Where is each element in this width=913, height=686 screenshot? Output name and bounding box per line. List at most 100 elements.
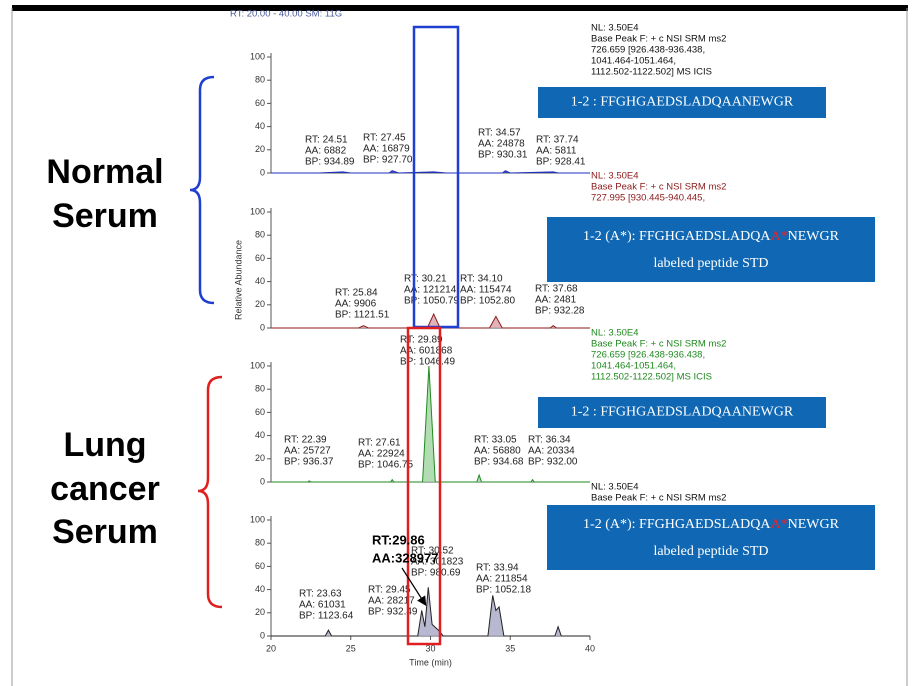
trace-header: NL: 3.50E4	[591, 328, 639, 339]
peak-label: AA: 301823	[411, 557, 464, 568]
trace-header: 1041.464-1051.464,	[591, 56, 676, 67]
y-tick-label: 40	[255, 276, 265, 286]
x-tick-label: 25	[346, 643, 356, 653]
banner-text: 1-2 (A*): FFGHGAEDSLADQAA*NEWGR	[583, 229, 840, 244]
y-tick-label: 20	[255, 299, 265, 309]
trace	[271, 312, 590, 329]
y-tick-label: 40	[255, 584, 265, 594]
peak-label: BP: 936.37	[284, 457, 334, 468]
y-tick-label: 60	[255, 253, 265, 263]
x-axis-label: Time (min)	[409, 657, 452, 667]
x-tick-label: 30	[425, 643, 435, 653]
x-tick-label: 20	[266, 643, 276, 653]
peak-label: RT: 34.57	[478, 128, 521, 139]
peak-label: AA: 28217	[368, 596, 415, 607]
banner-part: NEWGR	[788, 517, 840, 532]
trace-area	[271, 314, 590, 328]
peak-label: AA: 5811	[536, 146, 577, 157]
peak-label: BP: 1123.64	[299, 611, 354, 622]
peak-label: BP: 1052.18	[476, 585, 531, 596]
trace-header: 726.659 [926.438-936.438,	[591, 45, 705, 56]
peak-label: BP: 928.41	[536, 157, 586, 168]
y-tick-label: 20	[255, 607, 265, 617]
banner	[547, 217, 875, 282]
trace-header: Base Peak F: + c NSI SRM ms2	[591, 34, 726, 45]
trace	[271, 365, 590, 483]
trace-header: NL: 3.50E4	[591, 171, 639, 182]
banner	[538, 397, 826, 428]
peak-label: AA: 115474	[460, 285, 512, 296]
y-axis-label: Relative Abundance	[233, 240, 243, 320]
peak-label: RT: 24.51	[305, 135, 348, 146]
x-tick-label: 40	[585, 643, 595, 653]
peak-label: RT: 27.61	[358, 438, 401, 449]
y-tick-label: 100	[250, 51, 265, 61]
peak-label: AA: 20334	[528, 446, 575, 457]
peak-label: RT: 37.74	[536, 135, 579, 146]
banner-part: A*	[771, 517, 788, 532]
y-tick-label: 80	[255, 538, 265, 548]
trace-header: NL: 3.50E4	[591, 482, 639, 493]
peak-label: AA: 9906	[335, 299, 377, 310]
y-tick-label: 0	[260, 167, 265, 177]
banner-part: 1-2 : FFGHGAEDSLADQAANEWGR	[571, 405, 794, 420]
peak-label: BP: 980.69	[411, 568, 461, 579]
y-tick-label: 60	[255, 561, 265, 571]
peak-label: BP: 932.28	[535, 306, 585, 317]
y-tick-label: 100	[250, 360, 265, 370]
banner-part: NEWGR	[788, 229, 840, 244]
peak-label: AA: 24878	[478, 139, 525, 150]
trace-header: 1112.502-1122.502] MS ICIS	[591, 372, 712, 383]
y-tick-label: 20	[255, 144, 265, 154]
y-tick-label: 100	[250, 206, 265, 216]
y-tick-label: 60	[255, 98, 265, 108]
y-tick-label: 60	[255, 407, 265, 417]
brace	[189, 75, 215, 305]
peak-label: RT: 33.94	[476, 563, 519, 574]
trace-area	[271, 366, 590, 482]
peak-label: RT: 29.45	[368, 585, 411, 596]
group-label: Normal	[46, 153, 163, 191]
peak-label: BP: 932.49	[368, 607, 418, 618]
peak-label: BP: 1121.51	[335, 310, 390, 321]
scan-header: RT: 20.00 - 40.00 SM: 11G	[230, 9, 342, 20]
group-label: Lung	[63, 426, 146, 464]
peak-label: BP: 930.31	[478, 150, 528, 161]
peak-label: RT: 37.68	[535, 284, 578, 295]
banner-text: 1-2 : FFGHGAEDSLADQAANEWGR	[571, 405, 794, 420]
trace	[271, 170, 590, 174]
peak-label: BP: 1052.80	[460, 296, 515, 307]
peak-label: AA: 6882	[305, 146, 347, 157]
callout-arrow	[401, 567, 427, 607]
banner-subtext: labeled peptide STD	[653, 544, 768, 559]
y-tick-label: 100	[250, 514, 265, 524]
trace-header: 1112.502-1122.502] MS ICIS	[591, 67, 712, 78]
y-tick-label: 0	[260, 322, 265, 332]
banner	[547, 505, 875, 570]
y-tick-label: 40	[255, 430, 265, 440]
peak-label: RT: 23.63	[299, 589, 342, 600]
trace-header: 727.995 [930.445-940.445,	[591, 193, 705, 204]
callout: RT:29.86	[372, 532, 425, 547]
banner-part: 1-2 (A*): FFGHGAEDSLADQA	[583, 229, 771, 244]
trace-header: 1041.464-1051.464,	[591, 361, 676, 372]
peak-label: RT: 30.52	[411, 546, 454, 557]
group-label: Serum	[52, 197, 158, 235]
banner-part: A*	[771, 229, 788, 244]
peak-label: AA: 211854	[476, 574, 528, 585]
top-bar	[12, 5, 908, 11]
y-tick-label: 40	[255, 121, 265, 131]
peak-label: RT: 30.21	[404, 274, 447, 285]
trace-header: Base Peak F: + c NSI SRM ms2	[591, 182, 726, 193]
peak-label: AA: 25727	[284, 446, 331, 457]
banner-text: 1-2 (A*): FFGHGAEDSLADQAA*NEWGR	[583, 517, 840, 532]
banner-subtext: labeled peptide STD	[653, 256, 768, 271]
trace-header: NL: 3.50E4	[591, 23, 639, 34]
peak-label: AA: 22924	[358, 449, 405, 460]
peak-label: BP: 932.00	[528, 457, 578, 468]
brace	[197, 375, 223, 609]
peak-label: RT: 29.89	[400, 335, 443, 346]
banner-text: 1-2 : FFGHGAEDSLADQAANEWGR	[571, 95, 794, 110]
